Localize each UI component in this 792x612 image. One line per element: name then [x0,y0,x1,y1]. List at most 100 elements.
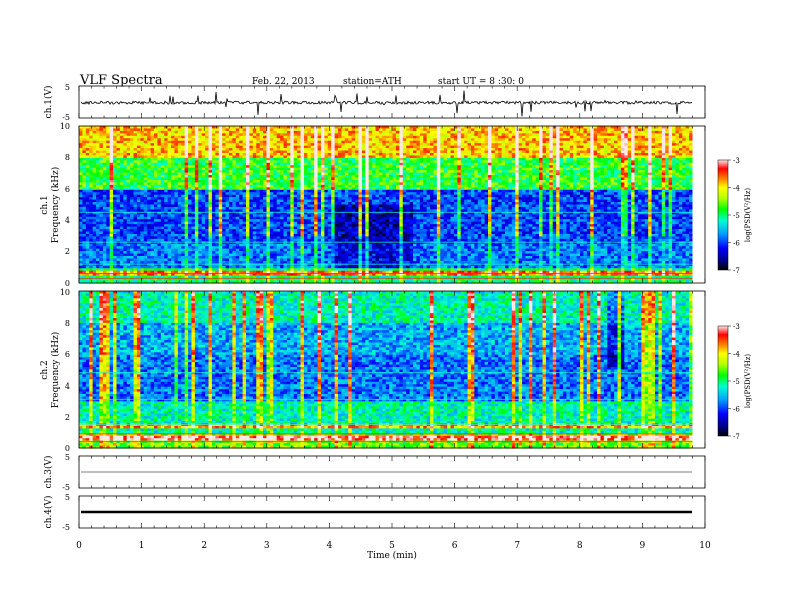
spectrogram-cell [351,143,356,147]
spectrogram-cell [430,130,435,134]
spectrogram-cell [109,160,114,164]
spectrogram-cell [303,138,308,142]
spectrogram-cell [314,145,319,149]
spectrogram-cell [399,143,404,147]
spectrogram-cell [334,157,339,161]
spectrogram-cell [334,145,339,149]
spectrogram-cell [99,126,104,130]
spectrogram-cell [552,160,557,164]
ch1-spectrogram-panel: 10 8 6 4 2 0 ch.1 Frequency (kHz) [40,122,706,288]
spectrogram-cell [658,152,663,157]
spectrogram-cell [447,150,452,154]
spectrogram-cell [607,130,612,134]
spectrogram-cell [99,133,104,137]
spectrogram-cell [556,140,561,144]
spectrogram-cell [82,133,87,137]
spectrogram-cell [389,150,394,154]
spectrogram-cell [348,126,353,130]
spectrogram-cell [171,160,176,164]
spectrogram-cell [372,126,377,130]
spectrogram-cell [457,143,462,147]
spectrogram-cell [184,128,189,132]
spectrogram-cell [416,128,421,132]
spectrogram-cell [614,140,619,144]
spectrogram-cell [494,140,499,144]
spectrogram-cell [484,152,489,157]
spectrogram-cell [447,138,452,142]
spectrogram-cell [672,128,677,132]
spectrogram-cell [382,126,387,130]
spectrogram-cell [419,135,424,139]
spectrogram-cell [106,133,111,137]
spectrogram-cell [324,148,329,152]
spectrogram-cell [181,145,186,149]
spectrogram-cell [522,138,527,142]
spectrogram-cell [130,135,135,139]
spectrogram-cell [375,135,380,139]
spectrogram-cell [450,150,455,154]
spectrogram-cell [116,162,121,166]
spectrogram-cell [167,143,172,147]
spectrogram-cell [474,157,479,161]
spectrogram-cell [382,133,387,137]
spectrogram-cell [218,140,223,144]
spectrogram-cell [225,157,230,161]
spectrogram-cell [395,155,400,159]
spectrogram-cell [634,138,639,142]
spectrogram-cell [225,140,230,144]
spectrogram-cell [225,150,230,154]
spectrogram-cell [286,148,291,152]
spectrogram-cell [440,157,445,161]
spectrogram-cell [368,140,373,144]
spectrogram-cell [181,155,186,159]
spectrogram-cell [106,150,111,154]
spectrogram-cell [545,157,550,161]
spectrogram-cell [447,157,452,161]
spectrogram-cell [508,148,513,152]
spectrogram-cell [651,150,656,154]
spectrogram-cell [140,138,145,142]
spectrogram-cell [256,155,261,159]
spectrogram-cell [634,152,639,157]
spectrogram-cell [150,162,155,166]
spectrogram-cell [96,152,101,157]
spectrogram-cell [300,145,305,149]
spectrogram-cell [501,148,506,152]
spectrogram-cell [317,138,322,142]
spectrogram-cell [290,133,295,137]
spectrogram-cell [658,135,663,139]
spectrogram-cell [453,152,458,157]
spectrogram-cell [334,135,339,139]
spectrogram-cell [675,162,680,166]
spectrogram-cell [215,152,220,157]
spectrogram-cell [198,165,203,169]
spectrogram-cell [208,155,213,159]
spectrogram-cell [157,160,162,164]
spectrogram-cell [597,140,602,144]
spectrogram-cell [545,130,550,134]
spectrogram-cell [378,133,383,137]
spectrogram-cell [378,162,383,166]
spectrogram-cell [665,145,670,149]
spectrogram-cell [351,138,356,142]
spectrogram-cell [685,160,690,164]
spectrogram-cell [457,138,462,142]
spectrogram-cell [603,145,608,149]
spectrogram-cell [535,155,540,159]
spectrogram-cell [433,160,438,164]
spectrogram-cell [542,126,547,130]
spectrogram-cell [491,155,496,159]
spectrogram-cell [389,133,394,137]
spectrogram-cell [464,148,469,152]
spectrogram-cell [467,155,472,159]
spectrogram-cell [375,160,380,164]
spectrogram-cell [607,145,612,149]
spectrogram-cell [378,145,383,149]
spectrogram-cell [460,155,465,159]
spectrogram-cell [160,143,165,147]
spectrogram-cell [113,145,118,149]
spectrogram-cell [174,157,179,161]
spectrogram-cell [672,145,677,149]
spectrogram-cell [153,128,158,132]
spectrogram-cell [620,140,625,144]
